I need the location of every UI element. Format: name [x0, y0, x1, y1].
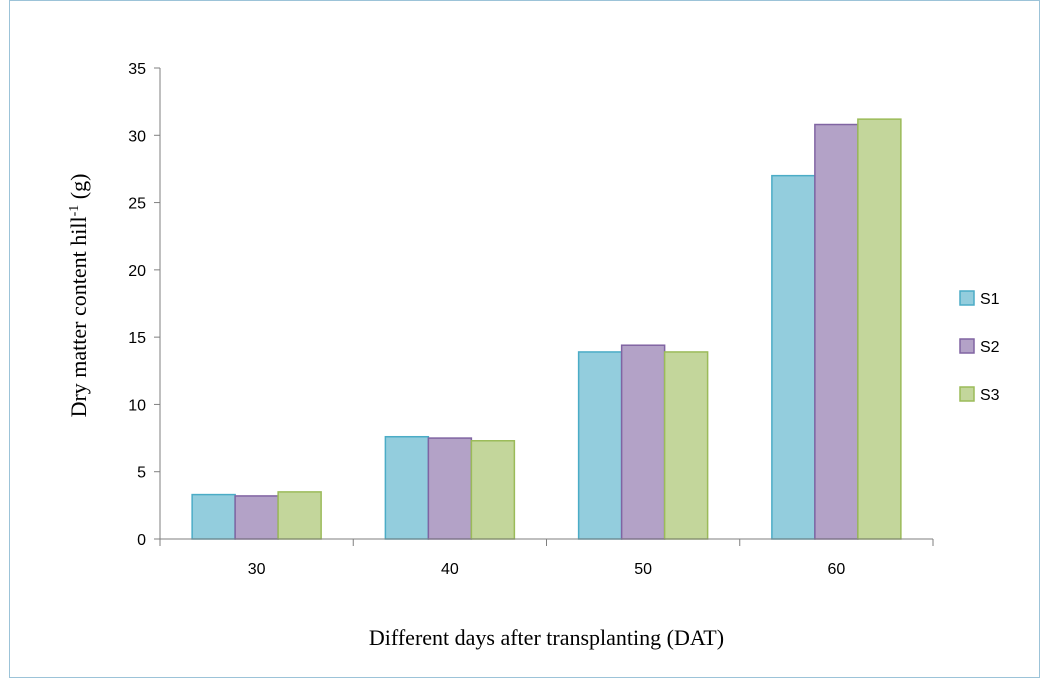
y-tick-label: 15: [128, 330, 146, 347]
x-axis-title: Different days after transplanting (DAT): [369, 625, 724, 650]
x-tick-label: 60: [827, 561, 845, 578]
bar-s3-30: [277, 491, 322, 540]
y-axis-title: Dry matter content hill-1 (g): [66, 174, 91, 418]
legend-label-s1: S1: [980, 291, 1000, 308]
bar-s2-30: [234, 495, 279, 540]
bar-s2-50: [620, 344, 666, 540]
x-tick-label: 40: [441, 561, 459, 578]
y-axis-title-superscript: -1: [67, 205, 82, 217]
bar-s1-30: [191, 493, 236, 540]
legend: S1 S2 S3: [959, 290, 1000, 404]
bar-s3-50: [663, 351, 709, 540]
chart-frame: 0 5 10 15 20 25 30 35 30 40 50 60 Different days af…: [9, 0, 1040, 678]
bar-s3-40: [470, 440, 516, 540]
y-tick-label: 10: [128, 397, 146, 414]
axes-layer: 0 5 10 15 20 25 30 35 30 40 50 60: [128, 61, 934, 578]
x-tick-label: 30: [248, 561, 266, 578]
bar-s2-40: [427, 437, 473, 540]
y-tick-label: 20: [128, 263, 146, 280]
y-tick-label: 35: [128, 61, 146, 78]
bars-layer: [191, 118, 902, 540]
legend-label-s2: S2: [980, 339, 1000, 356]
legend-label-s3: S3: [980, 387, 1000, 404]
y-tick-label: 30: [128, 128, 146, 145]
y-tick-label: 0: [137, 532, 146, 549]
bar-s1-50: [577, 351, 623, 540]
y-axis-title-main: Dry matter content hill: [66, 216, 91, 417]
legend-swatch-s3: [959, 386, 975, 402]
y-axis-title-unit: (g): [66, 174, 91, 205]
legend-swatch-s1: [959, 290, 975, 306]
legend-swatch-s2: [959, 338, 975, 354]
y-tick-label: 5: [137, 465, 146, 482]
bar-s1-60: [771, 174, 816, 540]
bar-s1-40: [384, 435, 430, 540]
y-tick-label: 25: [128, 196, 146, 213]
bar-s2-60: [814, 123, 859, 540]
bar-s3-60: [857, 118, 902, 540]
bar-chart: 0 5 10 15 20 25 30 35 30 40 50 60 Different days af…: [66, 61, 1000, 650]
x-tick-label: 50: [634, 561, 652, 578]
